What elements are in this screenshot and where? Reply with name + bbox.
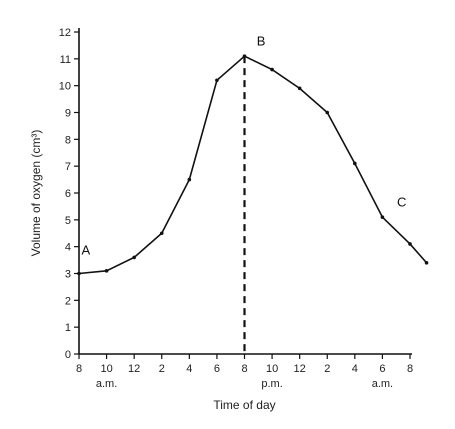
data-point <box>159 231 164 236</box>
period-label: a.m. <box>96 378 117 390</box>
x-tick-label: 12 <box>294 363 306 375</box>
data-point <box>77 271 81 276</box>
series-points <box>77 54 429 276</box>
period-labels: a.m. p.m. a.m. <box>96 378 393 390</box>
y-tick-label: 5 <box>65 215 71 227</box>
x-tick-label: 6 <box>379 363 385 375</box>
y-tick-label: 7 <box>65 161 71 173</box>
x-tick-label: 8 <box>76 363 82 375</box>
y-axis-title: Volume of oxygen (cm³) <box>29 130 43 257</box>
series-line-oxygen <box>78 55 428 275</box>
data-point <box>325 110 330 115</box>
y-tick-label: 1 <box>65 322 71 334</box>
x-tick-label: 2 <box>324 363 330 375</box>
data-point <box>242 54 247 58</box>
data-point <box>424 260 429 265</box>
annotations: A B C <box>82 33 407 257</box>
y-tick-label: 4 <box>65 242 71 254</box>
annotation-a: A <box>82 243 91 258</box>
y-tick-label: 8 <box>65 134 71 146</box>
period-label: a.m. <box>372 378 393 390</box>
data-point <box>380 215 385 219</box>
x-tick-label: 4 <box>186 363 192 375</box>
y-tick-label: 9 <box>65 108 71 120</box>
x-tick-label: 8 <box>407 363 413 375</box>
x-tick-label: 10 <box>100 363 112 375</box>
data-point <box>187 177 192 182</box>
y-tick-label: 12 <box>59 27 71 39</box>
data-point <box>297 86 302 91</box>
y-tick-label: 11 <box>60 54 71 66</box>
y-tick-label: 2 <box>65 295 71 307</box>
data-point <box>270 67 274 72</box>
data-point <box>104 269 109 273</box>
data-point <box>215 78 219 83</box>
y-tick-label: 0 <box>65 349 71 361</box>
x-tick-label: 10 <box>266 363 278 375</box>
y-tick-label: 3 <box>65 269 71 281</box>
annotation-c: C <box>397 194 406 209</box>
annotation-b: B <box>257 33 266 48</box>
x-axis-title: Time of day <box>213 398 275 412</box>
y-tick-label: 10 <box>59 81 71 93</box>
data-point <box>132 255 136 260</box>
data-point <box>353 161 357 166</box>
period-label: p.m. <box>261 378 282 390</box>
x-axis-ticks: 8 10 12 2 4 6 8 10 12 2 4 6 8 <box>76 354 413 375</box>
x-tick-label: 4 <box>352 363 358 375</box>
x-tick-label: 2 <box>159 363 165 375</box>
y-tick-label: 6 <box>65 188 71 200</box>
data-point <box>408 242 412 246</box>
x-tick-label: 12 <box>128 363 140 375</box>
x-tick-label: 6 <box>214 363 220 375</box>
x-tick-label: 8 <box>241 363 247 375</box>
